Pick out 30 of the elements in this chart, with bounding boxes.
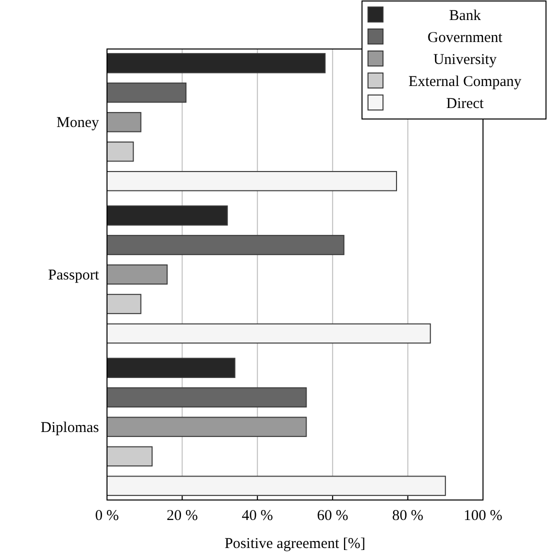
- text: Government: [428, 30, 504, 46]
- text: University: [433, 52, 498, 68]
- bar: [106, 416, 307, 437]
- x-tick-label: 100 %: [464, 508, 502, 524]
- y-tick-label: Passport: [48, 268, 100, 284]
- bar: [106, 205, 228, 226]
- bar: [106, 171, 398, 192]
- bar: [106, 476, 446, 496]
- bar: [106, 387, 307, 408]
- text: Direct: [446, 96, 485, 112]
- bar: [106, 53, 326, 74]
- bar: [106, 294, 142, 314]
- y-tick-label: Money: [56, 115, 100, 132]
- bar: [106, 234, 344, 256]
- text: Bank: [449, 8, 482, 24]
- x-tick-label: 60 %: [316, 508, 348, 524]
- x-axis-title: Positive agreement [%]: [224, 536, 366, 552]
- x-tick-label: 80 %: [392, 508, 424, 524]
- bar: [106, 323, 431, 344]
- x-tick-label: 40 %: [242, 508, 274, 524]
- bar: [106, 358, 236, 378]
- x-tick-label: 20 %: [166, 508, 198, 524]
- bar: [106, 264, 168, 285]
- bar: [106, 82, 186, 103]
- legend-label: External Company: [408, 74, 522, 90]
- bar: [106, 112, 142, 132]
- bar: [106, 142, 134, 162]
- y-tick-label: Diplomas: [40, 420, 100, 436]
- bar: [106, 446, 153, 466]
- x-tick-label: 0 %: [95, 508, 119, 524]
